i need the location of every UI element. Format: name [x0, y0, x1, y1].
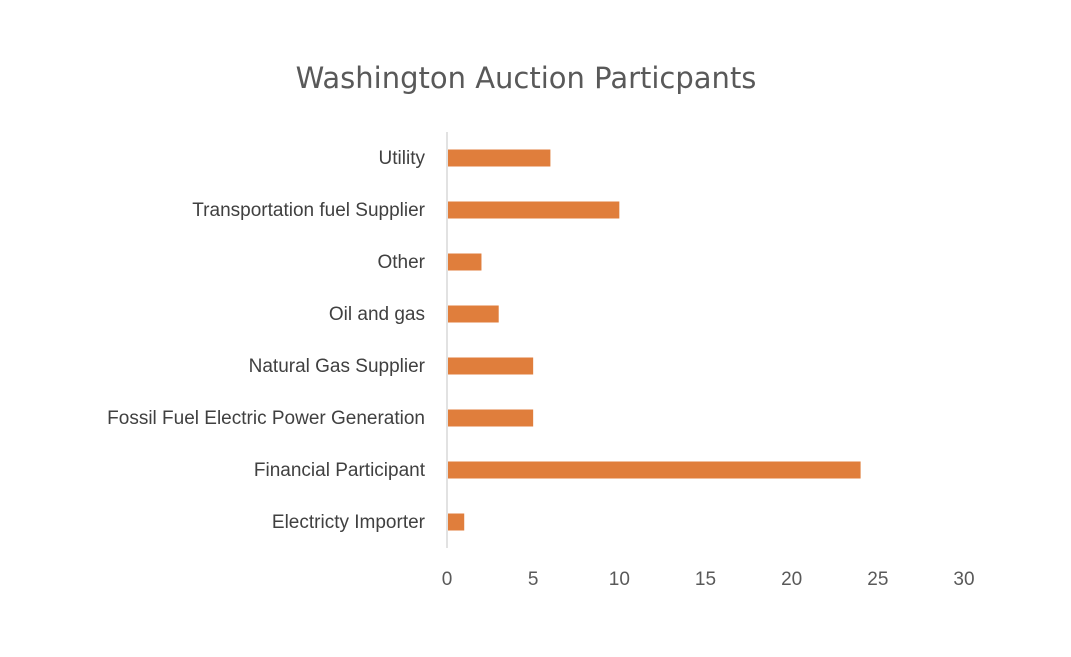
x-tick-label-6: 30 [953, 569, 974, 590]
x-tick-label-4: 20 [781, 569, 802, 590]
category-labels: Utility Transportation fuel Supplier Other… [107, 148, 426, 533]
x-tick-label-5: 25 [867, 569, 888, 590]
bar-7 [448, 513, 465, 531]
category-label-4: Natural Gas Supplier [249, 356, 426, 377]
category-label-0: Utility [379, 148, 426, 169]
category-label-5: Fossil Fuel Electric Power Generation [107, 408, 425, 429]
bars-group [448, 149, 861, 531]
x-tick-label-3: 15 [695, 569, 716, 590]
bar-0 [448, 149, 551, 167]
x-tick-label-1: 5 [528, 569, 539, 590]
x-axis-ticks: 0 5 10 15 20 25 30 [442, 569, 975, 590]
bar-3 [448, 305, 499, 323]
bar-4 [448, 357, 534, 375]
bar-1 [448, 201, 620, 219]
chart-title: Washington Auction Particpants [296, 61, 757, 95]
bar-2 [448, 253, 482, 271]
x-tick-label-0: 0 [442, 569, 453, 590]
category-label-2: Other [377, 252, 425, 273]
category-label-1: Transportation fuel Supplier [192, 200, 425, 221]
category-label-7: Electricty Importer [272, 512, 426, 533]
bar-6 [448, 461, 861, 479]
category-label-6: Financial Participant [254, 460, 426, 481]
x-tick-label-2: 10 [609, 569, 630, 590]
bar-5 [448, 409, 534, 427]
category-label-3: Oil and gas [329, 304, 425, 325]
